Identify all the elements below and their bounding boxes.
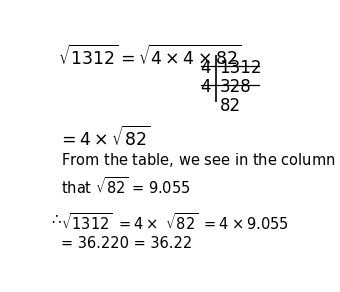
Text: 1312: 1312: [220, 59, 262, 77]
Text: = 36.220 = 36.22: = 36.220 = 36.22: [61, 236, 192, 251]
Text: 4: 4: [201, 78, 211, 96]
Text: $\sqrt{1312} = \sqrt{4 \times 4 \times 82}$: $\sqrt{1312} = \sqrt{4 \times 4 \times 8…: [58, 45, 242, 69]
Text: 4: 4: [201, 59, 211, 77]
Text: 82: 82: [220, 97, 241, 115]
Text: From the table, we see in the column $\sqrt{x}$ ,: From the table, we see in the column $\s…: [61, 151, 340, 170]
Text: that $\sqrt{82}$ = 9.055: that $\sqrt{82}$ = 9.055: [61, 175, 190, 197]
Text: $\therefore$: $\therefore$: [49, 211, 63, 227]
Text: $= 4 \times \sqrt{82}$: $= 4 \times \sqrt{82}$: [58, 126, 151, 150]
Text: $\sqrt{1312}$ $= 4 \times$ $\sqrt{82}$ $= 4 \times 9.055$: $\sqrt{1312}$ $= 4 \times$ $\sqrt{82}$ $…: [61, 211, 289, 232]
Text: 328: 328: [220, 78, 251, 96]
